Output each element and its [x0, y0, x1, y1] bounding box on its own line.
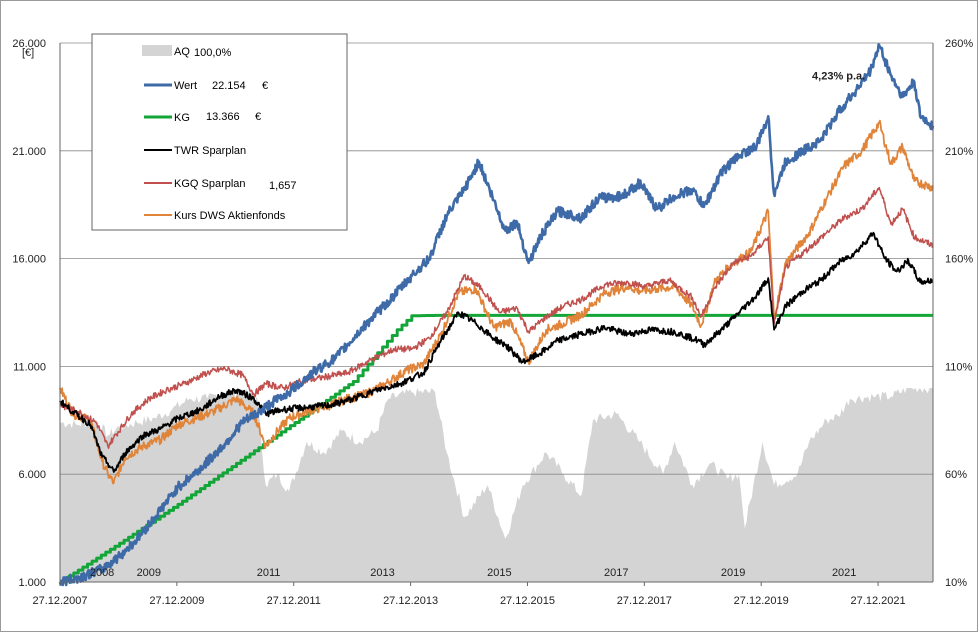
y-right-tick-label: 10%	[945, 577, 967, 589]
y-right-tick-label: 210%	[945, 146, 973, 158]
return-annotation: 4,23% p.a.	[812, 71, 865, 83]
legend-label-aq: AQ	[174, 46, 190, 58]
legend-label-kurs: Kurs DWS Aktienfonds	[174, 210, 286, 222]
y-right-tick-label: 260%	[945, 38, 973, 50]
legend-label-kgq: KGQ Sparplan	[174, 178, 246, 190]
legend-label-wert: Wert	[174, 80, 197, 92]
legend-value-kg: 13.366	[206, 111, 240, 123]
y-left-tick-label: 11.000	[13, 361, 46, 373]
y-right-tick-label: 60%	[945, 469, 967, 481]
year-label: 2013	[370, 567, 394, 579]
series-aq-area	[60, 388, 933, 582]
y-left-tick-label: 21.000	[12, 146, 46, 158]
year-label: 2015	[487, 567, 511, 579]
tick-labels: 1.000 10% 6.000 60% 11.000 110% 16.000 160% 21.0…	[12, 38, 973, 607]
series-wert-line	[58, 43, 935, 587]
y-left-tick-label: 26.000	[12, 38, 46, 50]
year-label: 2017	[604, 567, 628, 579]
legend: AQ 100,0% Wert 22.154 € KG 13.366 € TWR …	[91, 33, 348, 231]
year-label: 2019	[721, 567, 745, 579]
series-kgq-line	[59, 186, 934, 449]
x-tick-label: 27.12.2011	[267, 595, 321, 607]
y-right-tick-label: 160%	[945, 254, 973, 266]
legend-label-twr: TWR Sparplan	[174, 145, 246, 157]
x-tick-label: 27.12.2017	[617, 595, 672, 607]
y-unit-label: [€]	[22, 47, 34, 59]
x-tick-label: 27.12.2007	[32, 595, 87, 607]
legend-box	[91, 33, 348, 231]
series-twr-line	[59, 231, 934, 473]
legend-label-kg: KG	[174, 112, 190, 124]
legend-value-kgq: 1,657	[269, 180, 297, 192]
aq-area-layer	[60, 388, 933, 582]
axes	[59, 43, 934, 586]
x-tick-label: 27.12.2013	[383, 595, 438, 607]
x-tick-label: 27.12.2021	[851, 595, 906, 607]
y-left-tick-label: 1.000	[18, 577, 46, 589]
year-label: 2009	[137, 567, 161, 579]
legend-swatch-aq	[142, 45, 172, 56]
x-tick-label: 27.12.2009	[149, 595, 204, 607]
legend-value-wert: 22.154	[212, 80, 246, 92]
y-right-tick-label: 110%	[945, 361, 973, 373]
legend-unit-wert: €	[262, 80, 268, 92]
y-left-tick-label: 6.000	[18, 469, 46, 481]
year-label: 2011	[257, 567, 281, 579]
series-kg-line	[60, 313, 933, 584]
year-label: 2008	[90, 567, 114, 579]
series-kurs-line	[59, 119, 934, 485]
x-tick-label: 27.12.2015	[500, 595, 555, 607]
y-left-tick-label: 16.000	[12, 254, 46, 266]
legend-value-aq: 100,0%	[194, 47, 232, 59]
legend-unit-kg: €	[255, 111, 261, 123]
x-tick-label: 27.12.2019	[734, 595, 789, 607]
series-layer	[58, 43, 935, 587]
year-label: 2021	[832, 567, 856, 579]
